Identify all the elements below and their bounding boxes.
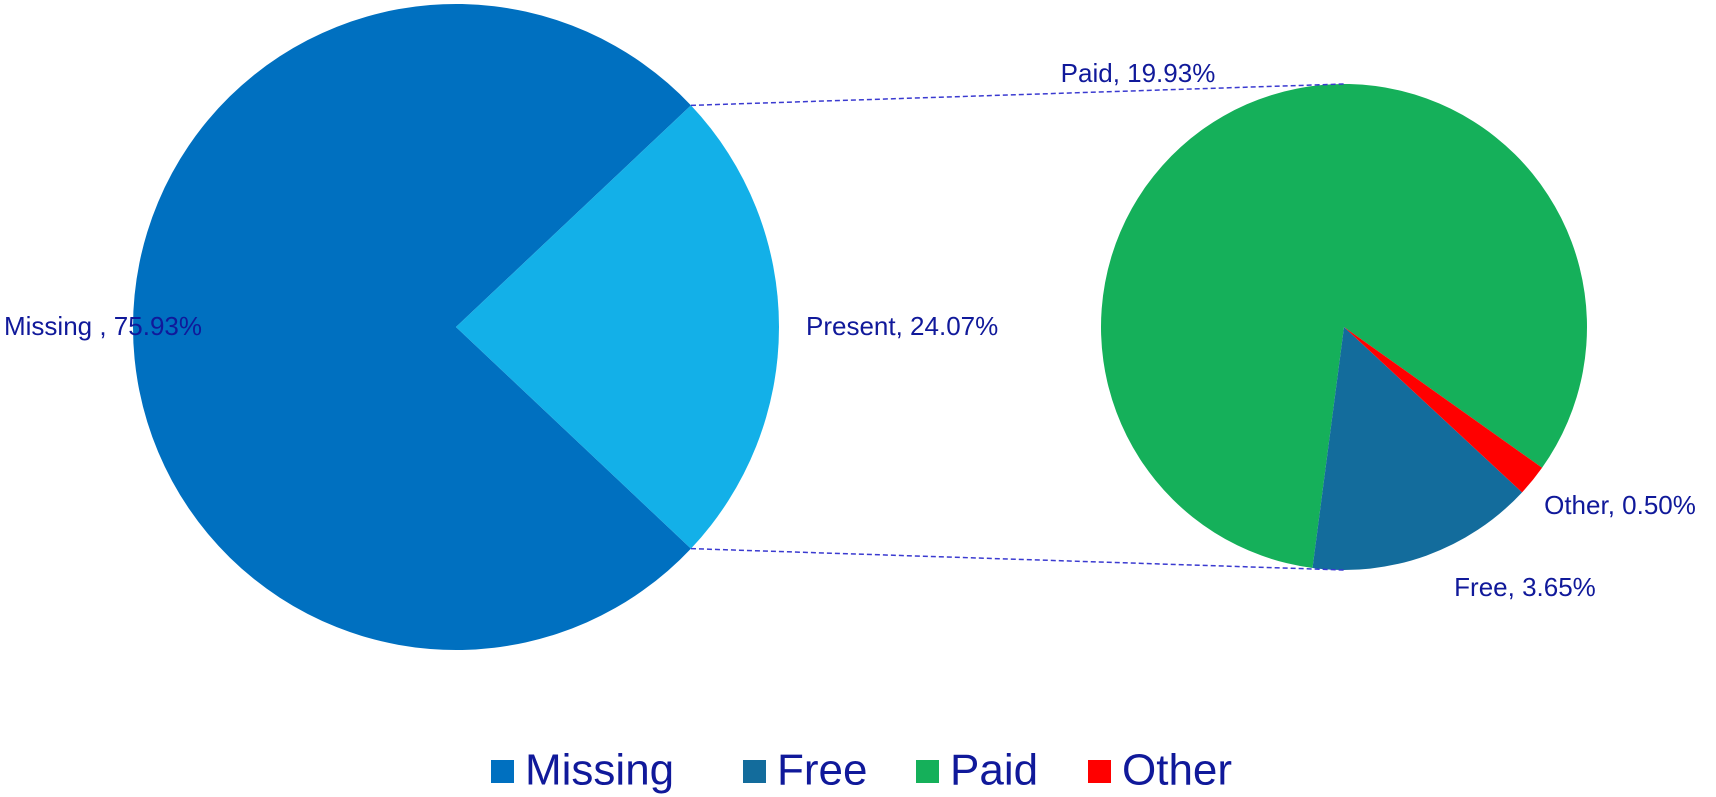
pie-slice — [456, 105, 779, 549]
legend-label: Missing — [525, 746, 674, 795]
data-label: Free, 3.65% — [1454, 572, 1596, 602]
data-label: Other, 0.50% — [1544, 490, 1696, 520]
connector-line — [690, 547, 1345, 571]
pie-slice — [132, 3, 691, 650]
legend-label: Free — [777, 746, 867, 795]
legend-swatch — [1088, 760, 1111, 783]
legend-swatch — [491, 760, 514, 783]
legend-label: Paid — [950, 746, 1038, 795]
pie-slice — [1344, 327, 1543, 493]
data-label: Missing , 75.93% — [4, 311, 202, 341]
data-label: Paid, 19.93% — [1061, 58, 1216, 88]
pie-slice — [1100, 83, 1587, 568]
pie-slice — [1312, 327, 1523, 570]
legend-swatch — [916, 760, 939, 783]
connector-line — [690, 83, 1345, 107]
legend-swatch — [743, 760, 766, 783]
legend-label: Other — [1122, 746, 1232, 795]
data-label: Present, 24.07% — [806, 311, 998, 341]
